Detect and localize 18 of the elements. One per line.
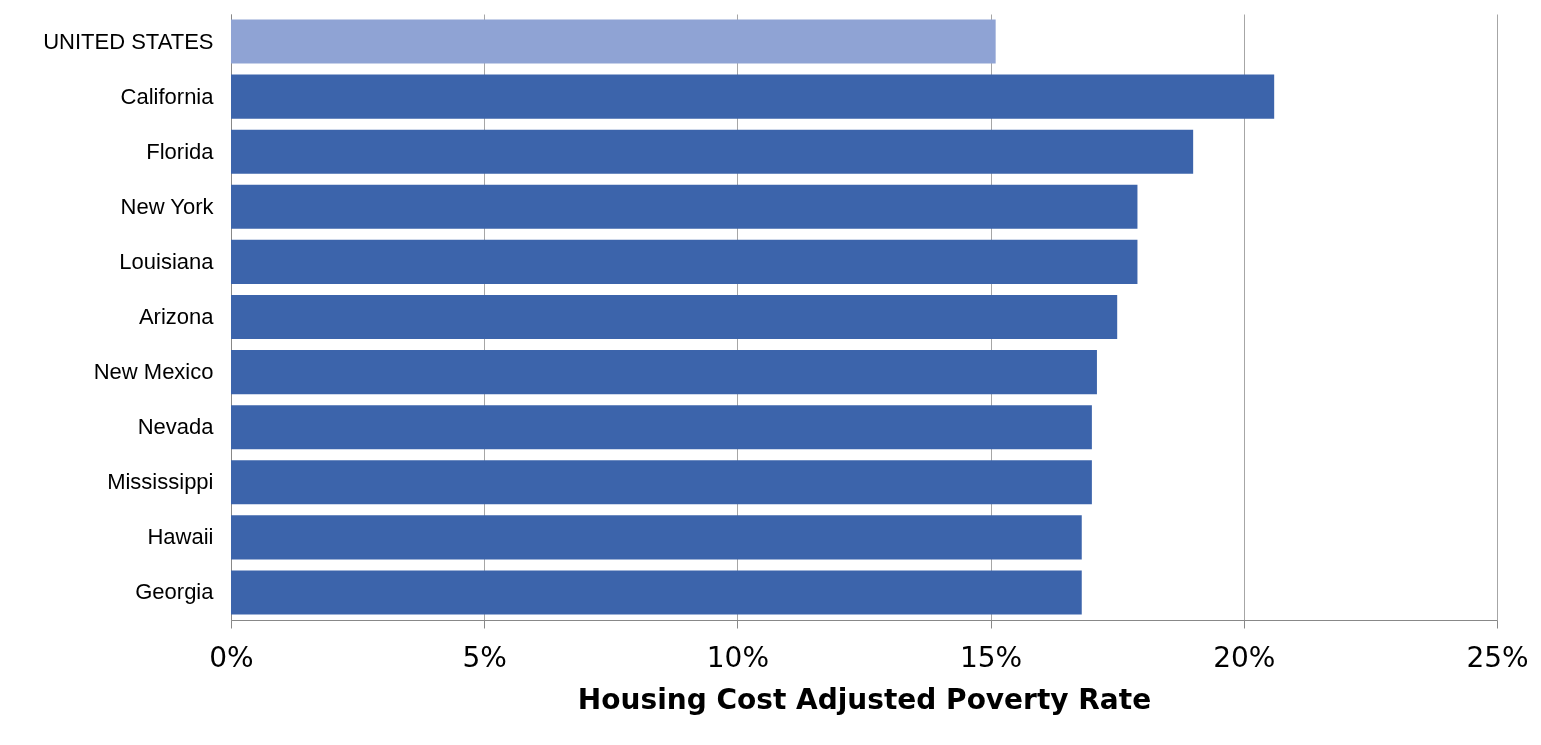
x-tick-label: 15% <box>959 640 1023 674</box>
y-tick-label: Georgia <box>135 579 215 605</box>
x-tick-label: 25% <box>1466 640 1529 674</box>
x-tick-label: 0% <box>209 640 254 674</box>
y-tick-label: UNITED STATES <box>43 28 214 54</box>
y-tick-label: New York <box>120 193 215 219</box>
y-tick-label: Arizona <box>138 304 215 329</box>
y-tick-label: Florida <box>146 138 215 164</box>
x-tick-label: 5% <box>462 640 507 674</box>
x-tick-label: 20% <box>1213 640 1276 674</box>
x-tick-label: 10% <box>706 640 770 674</box>
x-axis-title: Housing Cost Adjusted Poverty Rate <box>577 682 1152 716</box>
y-tick-label: Nevada <box>137 414 215 440</box>
y-tick-label: California <box>120 83 215 109</box>
y-tick-label: Louisiana <box>119 248 215 274</box>
y-tick-label: New Mexico <box>93 359 214 385</box>
y-tick-label: Hawaii <box>147 524 214 550</box>
y-tick-label: Mississippi <box>107 469 214 495</box>
